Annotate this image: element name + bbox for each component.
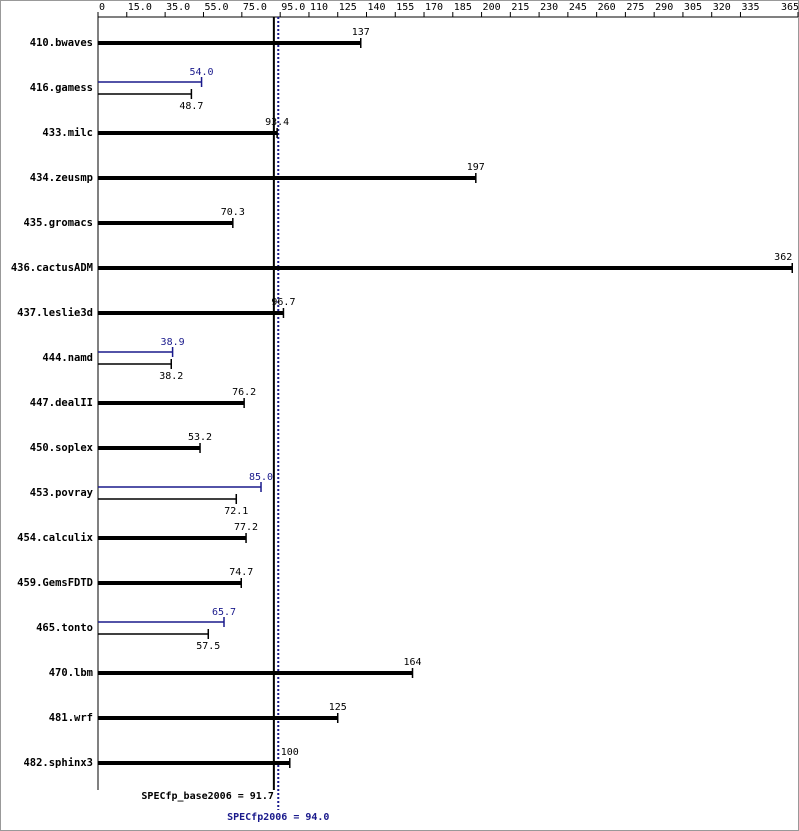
category-label: 482.sphinx3 [23, 757, 93, 769]
x-tick-label: 320 [713, 2, 731, 13]
category-label: 454.calculix [17, 532, 94, 544]
x-tick-label: 55.0 [204, 2, 228, 13]
x-tick-label: 140 [367, 2, 385, 13]
category-label: 437.leslie3d [17, 307, 93, 319]
value-label: 164 [403, 657, 421, 668]
x-tick-label: 365 [781, 2, 799, 13]
x-tick-label: 290 [655, 2, 673, 13]
x-tick-label: 95.0 [281, 2, 305, 13]
category-label: 459.GemsFDTD [17, 577, 93, 589]
x-tick-label: 0 [99, 2, 105, 13]
value-label: 72.1 [224, 506, 248, 517]
category-label: 453.povray [30, 487, 94, 499]
value-label: 54.0 [190, 67, 214, 78]
value-label: 100 [281, 747, 299, 758]
value-label: 57.5 [196, 641, 220, 652]
category-label: 436.cactusADM [11, 262, 93, 274]
x-tick-label: 170 [425, 2, 443, 13]
x-tick-label: 215 [511, 2, 529, 13]
x-tick-label: 155 [396, 2, 414, 13]
value-label: 38.2 [159, 371, 183, 382]
category-label: 447.dealII [30, 397, 93, 409]
category-label: 433.milc [42, 127, 93, 139]
value-label: 197 [467, 162, 485, 173]
value-label: 76.2 [232, 387, 256, 398]
category-label: 435.gromacs [23, 217, 93, 229]
value-label: 77.2 [234, 522, 258, 533]
x-tick-label: 15.0 [128, 2, 152, 13]
x-tick-label: 230 [540, 2, 558, 13]
value-label: 93.4 [265, 117, 289, 128]
value-label: 362 [774, 252, 792, 263]
x-tick-label: 335 [741, 2, 759, 13]
reference-label: SPECfp2006 = 94.0 [227, 812, 329, 823]
value-label: 125 [329, 702, 347, 713]
category-label: 481.wrf [49, 712, 93, 724]
x-tick-label: 185 [454, 2, 472, 13]
value-label: 53.2 [188, 432, 212, 443]
category-label: 416.gamess [30, 82, 93, 94]
value-label: 85.0 [249, 472, 273, 483]
value-label: 38.9 [161, 337, 185, 348]
value-label: 96.7 [271, 297, 295, 308]
x-tick-label: 35.0 [166, 2, 190, 13]
category-label: 470.lbm [49, 667, 93, 679]
value-label: 48.7 [179, 101, 203, 112]
x-tick-label: 275 [626, 2, 644, 13]
reference-label: SPECfp_base2006 = 91.7 [141, 791, 273, 802]
category-label: 450.soplex [30, 442, 94, 454]
x-tick-label: 125 [339, 2, 357, 13]
x-tick-label: 200 [483, 2, 501, 13]
value-label: 65.7 [212, 607, 236, 618]
category-label: 444.namd [42, 352, 93, 364]
value-label: 70.3 [221, 207, 245, 218]
x-tick-label: 260 [598, 2, 616, 13]
category-label: 410.bwaves [30, 37, 93, 49]
x-tick-label: 245 [569, 2, 587, 13]
value-label: 74.7 [229, 567, 253, 578]
x-tick-label: 110 [310, 2, 328, 13]
value-label: 137 [352, 27, 370, 38]
x-tick-label: 305 [684, 2, 702, 13]
x-tick-label: 75.0 [243, 2, 267, 13]
category-label: 434.zeusmp [30, 172, 93, 184]
category-label: 465.tonto [36, 622, 93, 634]
